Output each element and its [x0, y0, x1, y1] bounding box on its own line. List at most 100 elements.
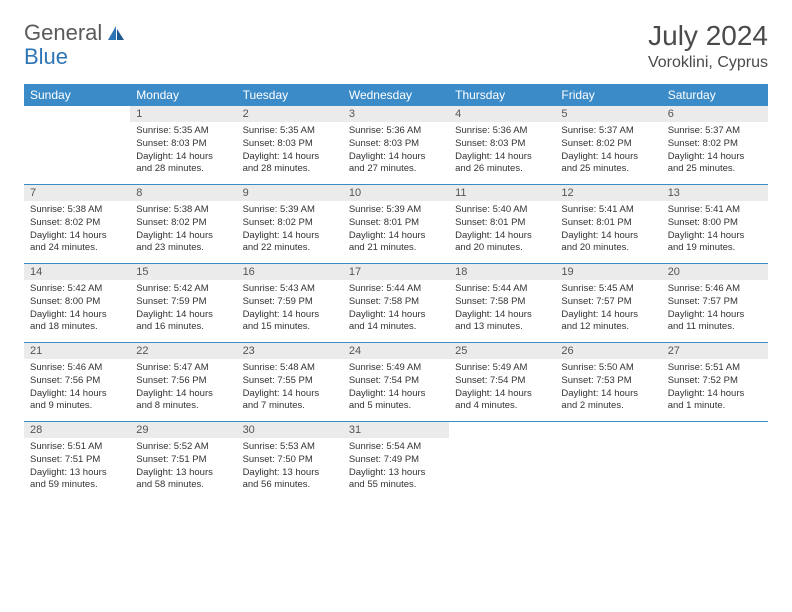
day-content: Sunrise: 5:37 AMSunset: 8:02 PMDaylight:…	[662, 122, 768, 184]
day-number: 11	[449, 185, 555, 201]
day-number: 9	[237, 185, 343, 201]
day-number: 19	[555, 264, 661, 280]
day-number: 8	[130, 185, 236, 201]
calendar-day-cell: 30Sunrise: 5:53 AMSunset: 7:50 PMDayligh…	[237, 422, 343, 501]
day-number: 25	[449, 343, 555, 359]
day-info-line: Sunset: 7:55 PM	[243, 375, 337, 388]
calendar-day-cell: 6Sunrise: 5:37 AMSunset: 8:02 PMDaylight…	[662, 106, 768, 185]
header: General July 2024 Voroklini, Cyprus	[24, 20, 768, 72]
day-info-line: Sunrise: 5:45 AM	[561, 283, 655, 296]
day-number: 21	[24, 343, 130, 359]
day-number: 6	[662, 106, 768, 122]
day-content: Sunrise: 5:36 AMSunset: 8:03 PMDaylight:…	[343, 122, 449, 184]
day-info-line: Sunset: 7:59 PM	[243, 296, 337, 309]
day-info-line: Daylight: 14 hours	[561, 151, 655, 164]
day-number: 20	[662, 264, 768, 280]
day-info-line: and 4 minutes.	[455, 400, 549, 413]
day-info-line: and 8 minutes.	[136, 400, 230, 413]
month-title: July 2024	[648, 20, 768, 52]
day-number: 17	[343, 264, 449, 280]
day-info-line: Sunrise: 5:39 AM	[349, 204, 443, 217]
day-info-line: Daylight: 14 hours	[561, 230, 655, 243]
calendar-week-row: 1Sunrise: 5:35 AMSunset: 8:03 PMDaylight…	[24, 106, 768, 185]
day-info-line: Sunrise: 5:43 AM	[243, 283, 337, 296]
day-info-line: Daylight: 14 hours	[349, 309, 443, 322]
day-info-line: Sunset: 7:52 PM	[668, 375, 762, 388]
day-info-line: Daylight: 14 hours	[136, 230, 230, 243]
calendar-day-cell: 13Sunrise: 5:41 AMSunset: 8:00 PMDayligh…	[662, 185, 768, 264]
calendar-day-cell: 5Sunrise: 5:37 AMSunset: 8:02 PMDaylight…	[555, 106, 661, 185]
day-number: 31	[343, 422, 449, 438]
day-number: 2	[237, 106, 343, 122]
calendar-day-cell: 2Sunrise: 5:35 AMSunset: 8:03 PMDaylight…	[237, 106, 343, 185]
day-content: Sunrise: 5:52 AMSunset: 7:51 PMDaylight:…	[130, 438, 236, 500]
day-info-line: and 11 minutes.	[668, 321, 762, 334]
day-number: 29	[130, 422, 236, 438]
day-info-line: Daylight: 14 hours	[561, 388, 655, 401]
day-info-line: and 24 minutes.	[30, 242, 124, 255]
calendar-week-row: 14Sunrise: 5:42 AMSunset: 8:00 PMDayligh…	[24, 264, 768, 343]
day-info-line: Daylight: 13 hours	[243, 467, 337, 480]
day-number: 22	[130, 343, 236, 359]
day-content: Sunrise: 5:44 AMSunset: 7:58 PMDaylight:…	[449, 280, 555, 342]
sail-icon	[106, 24, 126, 42]
calendar-day-cell: 17Sunrise: 5:44 AMSunset: 7:58 PMDayligh…	[343, 264, 449, 343]
day-info-line: Daylight: 14 hours	[455, 388, 549, 401]
day-info-line: Daylight: 14 hours	[30, 309, 124, 322]
calendar-day-cell: 9Sunrise: 5:39 AMSunset: 8:02 PMDaylight…	[237, 185, 343, 264]
day-number: 7	[24, 185, 130, 201]
day-info-line: Sunrise: 5:46 AM	[30, 362, 124, 375]
day-content: Sunrise: 5:46 AMSunset: 7:56 PMDaylight:…	[24, 359, 130, 421]
calendar-day-cell: 4Sunrise: 5:36 AMSunset: 8:03 PMDaylight…	[449, 106, 555, 185]
calendar-day-cell: 15Sunrise: 5:42 AMSunset: 7:59 PMDayligh…	[130, 264, 236, 343]
calendar-day-cell: 8Sunrise: 5:38 AMSunset: 8:02 PMDaylight…	[130, 185, 236, 264]
day-info-line: Sunset: 8:01 PM	[561, 217, 655, 230]
day-info-line: Sunset: 7:56 PM	[136, 375, 230, 388]
calendar-day-cell: 7Sunrise: 5:38 AMSunset: 8:02 PMDaylight…	[24, 185, 130, 264]
day-info-line: Sunset: 8:02 PM	[30, 217, 124, 230]
calendar-day-cell: 19Sunrise: 5:45 AMSunset: 7:57 PMDayligh…	[555, 264, 661, 343]
calendar-day-cell: 1Sunrise: 5:35 AMSunset: 8:03 PMDaylight…	[130, 106, 236, 185]
day-content: Sunrise: 5:50 AMSunset: 7:53 PMDaylight:…	[555, 359, 661, 421]
day-info-line: and 12 minutes.	[561, 321, 655, 334]
calendar-week-row: 21Sunrise: 5:46 AMSunset: 7:56 PMDayligh…	[24, 343, 768, 422]
day-info-line: and 7 minutes.	[243, 400, 337, 413]
day-info-line: Sunrise: 5:48 AM	[243, 362, 337, 375]
day-info-line: Sunrise: 5:46 AM	[668, 283, 762, 296]
day-info-line: Sunrise: 5:41 AM	[561, 204, 655, 217]
day-info-line: Sunset: 8:02 PM	[561, 138, 655, 151]
calendar-day-cell	[662, 422, 768, 501]
day-content: Sunrise: 5:35 AMSunset: 8:03 PMDaylight:…	[130, 122, 236, 184]
day-content: Sunrise: 5:48 AMSunset: 7:55 PMDaylight:…	[237, 359, 343, 421]
day-info-line: Sunrise: 5:52 AM	[136, 441, 230, 454]
day-content: Sunrise: 5:54 AMSunset: 7:49 PMDaylight:…	[343, 438, 449, 500]
day-info-line: Sunrise: 5:35 AM	[243, 125, 337, 138]
day-info-line: Sunrise: 5:36 AM	[349, 125, 443, 138]
day-content: Sunrise: 5:38 AMSunset: 8:02 PMDaylight:…	[24, 201, 130, 263]
day-number: 27	[662, 343, 768, 359]
calendar-day-cell: 18Sunrise: 5:44 AMSunset: 7:58 PMDayligh…	[449, 264, 555, 343]
calendar-day-cell: 22Sunrise: 5:47 AMSunset: 7:56 PMDayligh…	[130, 343, 236, 422]
day-info-line: Sunrise: 5:38 AM	[30, 204, 124, 217]
title-block: July 2024 Voroklini, Cyprus	[648, 20, 768, 72]
day-info-line: Sunset: 8:03 PM	[243, 138, 337, 151]
day-content: Sunrise: 5:44 AMSunset: 7:58 PMDaylight:…	[343, 280, 449, 342]
day-content: Sunrise: 5:37 AMSunset: 8:02 PMDaylight:…	[555, 122, 661, 184]
calendar-day-cell: 23Sunrise: 5:48 AMSunset: 7:55 PMDayligh…	[237, 343, 343, 422]
day-info-line: Sunset: 8:03 PM	[455, 138, 549, 151]
day-number: 15	[130, 264, 236, 280]
day-content: Sunrise: 5:53 AMSunset: 7:50 PMDaylight:…	[237, 438, 343, 500]
day-info-line: Daylight: 14 hours	[668, 388, 762, 401]
day-number: 26	[555, 343, 661, 359]
day-content: Sunrise: 5:51 AMSunset: 7:52 PMDaylight:…	[662, 359, 768, 421]
logo: General	[24, 20, 128, 46]
day-info-line: Sunrise: 5:42 AM	[136, 283, 230, 296]
day-info-line: and 55 minutes.	[349, 479, 443, 492]
day-info-line: Daylight: 14 hours	[30, 388, 124, 401]
weekday-header: Sunday	[24, 84, 130, 106]
day-number: 30	[237, 422, 343, 438]
day-info-line: Daylight: 13 hours	[136, 467, 230, 480]
day-content: Sunrise: 5:51 AMSunset: 7:51 PMDaylight:…	[24, 438, 130, 500]
day-content: Sunrise: 5:47 AMSunset: 7:56 PMDaylight:…	[130, 359, 236, 421]
day-info-line: Sunrise: 5:51 AM	[30, 441, 124, 454]
